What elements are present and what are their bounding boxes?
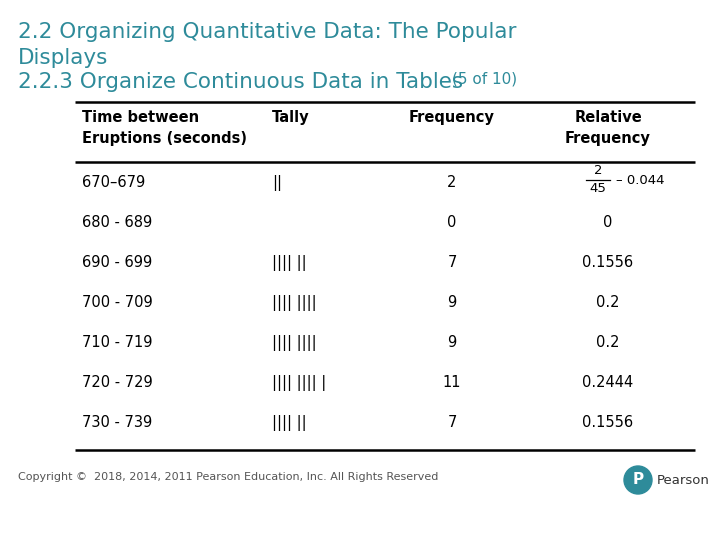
Text: |||| ||||: |||| |||| [272, 295, 317, 311]
Text: 0: 0 [447, 215, 456, 230]
Text: P: P [632, 472, 644, 488]
Text: ||: || [272, 175, 282, 191]
Text: Pearson: Pearson [657, 474, 710, 487]
Text: Frequency: Frequency [409, 110, 495, 125]
Text: Tally: Tally [272, 110, 310, 125]
Text: Copyright ©  2018, 2014, 2011 Pearson Education, Inc. All Rights Reserved: Copyright © 2018, 2014, 2011 Pearson Edu… [18, 472, 438, 482]
Text: |||| ||: |||| || [272, 255, 307, 271]
Text: Displays: Displays [18, 48, 109, 68]
Text: |||| |||| |: |||| |||| | [272, 375, 326, 391]
Text: 0.1556: 0.1556 [582, 255, 634, 270]
Text: 0.2444: 0.2444 [582, 375, 634, 390]
Text: 0.2: 0.2 [596, 335, 620, 350]
Text: 670–679: 670–679 [82, 175, 145, 190]
Text: 9: 9 [447, 295, 456, 310]
Text: 720 - 729: 720 - 729 [82, 375, 153, 390]
Text: 9: 9 [447, 335, 456, 350]
Text: Time between
Eruptions (seconds): Time between Eruptions (seconds) [82, 110, 247, 146]
Text: 2: 2 [447, 175, 456, 190]
Text: 11: 11 [443, 375, 462, 390]
Text: 2: 2 [594, 164, 602, 177]
Text: (5 of 10): (5 of 10) [452, 72, 517, 87]
Text: |||| ||: |||| || [272, 415, 307, 431]
Text: 7: 7 [447, 415, 456, 430]
Circle shape [624, 466, 652, 494]
Text: 710 - 719: 710 - 719 [82, 335, 153, 350]
Text: Relative
Frequency: Relative Frequency [565, 110, 651, 146]
Text: 680 - 689: 680 - 689 [82, 215, 152, 230]
Text: 2.2.3 Organize Continuous Data in Tables: 2.2.3 Organize Continuous Data in Tables [18, 72, 463, 92]
Text: 700 - 709: 700 - 709 [82, 295, 153, 310]
Text: 0.1556: 0.1556 [582, 415, 634, 430]
Text: 0: 0 [603, 215, 613, 230]
Text: – 0.044: – 0.044 [616, 173, 665, 186]
Text: 730 - 739: 730 - 739 [82, 415, 152, 430]
Text: 7: 7 [447, 255, 456, 270]
Text: |||| ||||: |||| |||| [272, 335, 317, 351]
Text: 690 - 699: 690 - 699 [82, 255, 152, 270]
Text: 2.2 Organizing Quantitative Data: The Popular: 2.2 Organizing Quantitative Data: The Po… [18, 22, 516, 42]
Text: 0.2: 0.2 [596, 295, 620, 310]
Text: 45: 45 [590, 182, 606, 195]
